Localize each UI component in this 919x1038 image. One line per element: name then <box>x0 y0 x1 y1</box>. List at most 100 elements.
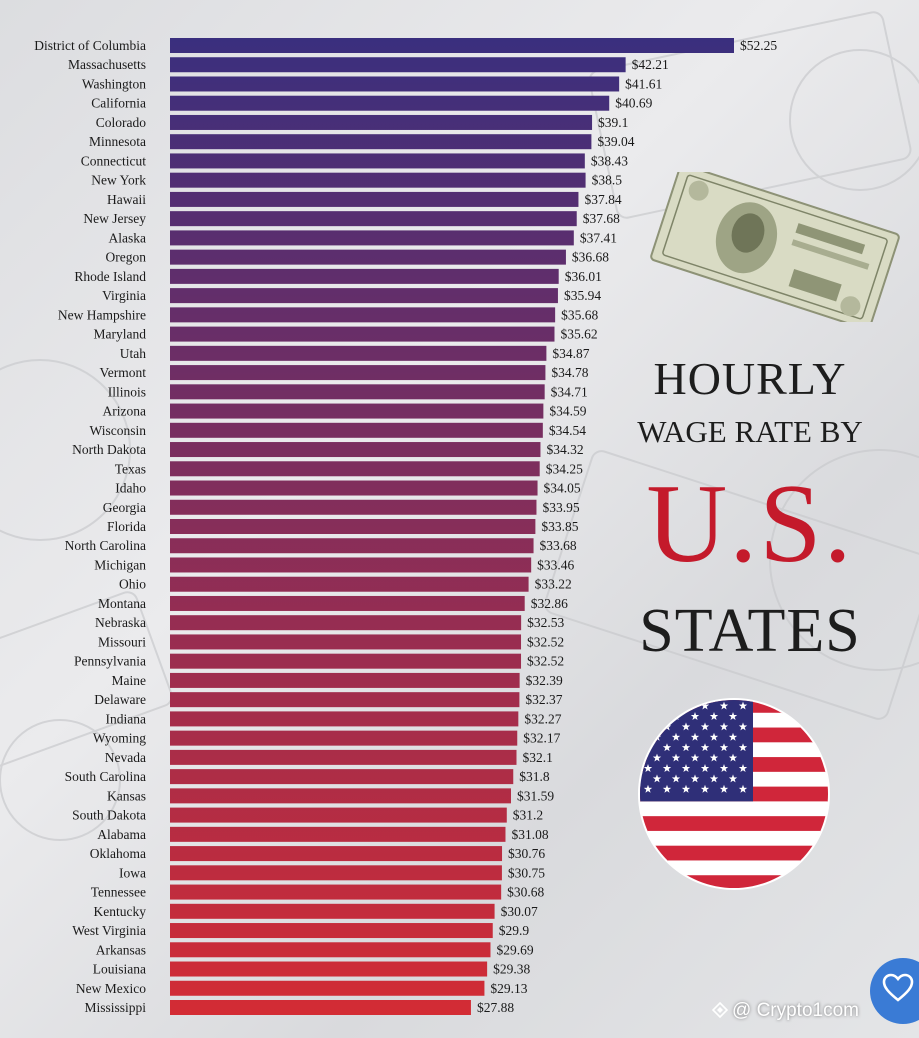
flag-star-16 <box>738 722 748 731</box>
bar-4 <box>170 114 593 130</box>
category-label-49: New Mexico <box>76 981 146 996</box>
hundred-dollar-bill-icon <box>650 172 900 322</box>
flag-star-47 <box>700 784 710 793</box>
bar-45 <box>170 903 495 919</box>
category-label-19: Arizona <box>103 404 146 419</box>
flag-star-3 <box>700 701 710 710</box>
flag-star-28 <box>652 753 662 762</box>
value-label-27: $33.46 <box>537 557 574 572</box>
category-label-42: Oklahoma <box>90 846 146 861</box>
value-label-13: $35.94 <box>564 288 601 303</box>
flag-star-4 <box>719 701 729 710</box>
flag-stripe-8 <box>640 816 828 832</box>
value-label-31: $32.52 <box>527 634 564 649</box>
flag-star-31 <box>709 753 719 762</box>
bar-16 <box>170 345 547 361</box>
bar-24 <box>170 499 537 515</box>
bar-1 <box>170 57 626 73</box>
flag-star-45 <box>662 784 672 793</box>
value-label-14: $35.68 <box>561 307 598 322</box>
value-label-28: $33.22 <box>535 577 572 592</box>
category-label-2: Washington <box>82 76 146 91</box>
flag-star-6 <box>652 712 662 720</box>
flag-star-33 <box>643 764 653 772</box>
bar-34 <box>170 692 520 708</box>
bar-41 <box>170 826 506 842</box>
category-label-3: California <box>91 96 146 111</box>
value-label-45: $30.07 <box>501 904 538 919</box>
value-label-32: $32.52 <box>527 654 564 669</box>
flag-star-13 <box>681 722 691 731</box>
bar-23 <box>170 480 538 496</box>
flag-star-1 <box>662 701 672 710</box>
flag-star-48 <box>719 784 729 793</box>
bar-12 <box>170 268 559 284</box>
flag-star-30 <box>690 753 700 762</box>
flag-star-40 <box>671 774 681 783</box>
bar-10 <box>170 230 574 246</box>
bar-50 <box>170 1000 471 1015</box>
bar-37 <box>170 749 517 765</box>
category-label-40: South Dakota <box>72 808 146 823</box>
flag-star-24 <box>681 743 691 752</box>
value-label-34: $32.37 <box>525 692 562 707</box>
category-label-30: Nebraska <box>95 615 146 630</box>
bar-7 <box>170 172 586 188</box>
flag-star-42 <box>709 774 719 783</box>
bar-47 <box>170 942 491 958</box>
bar-28 <box>170 576 529 592</box>
flag-star-5 <box>738 701 748 710</box>
value-label-43: $30.75 <box>508 865 545 880</box>
value-label-41: $31.08 <box>511 827 548 842</box>
bar-21 <box>170 442 541 458</box>
bar-29 <box>170 595 525 611</box>
value-label-9: $37.68 <box>583 211 620 226</box>
flag-star-39 <box>652 774 662 783</box>
value-label-4: $39.1 <box>598 115 628 130</box>
category-label-14: New Hampshire <box>58 307 146 322</box>
category-label-27: Michigan <box>94 557 146 572</box>
value-label-44: $30.68 <box>507 885 544 900</box>
bar-38 <box>170 769 514 785</box>
bar-49 <box>170 980 485 996</box>
category-label-10: Alaska <box>109 230 147 245</box>
value-label-26: $33.68 <box>540 538 577 553</box>
flag-star-43 <box>728 774 738 783</box>
bar-48 <box>170 961 488 977</box>
value-label-11: $36.68 <box>572 250 609 265</box>
flag-star-38 <box>738 764 748 772</box>
value-label-37: $32.1 <box>522 750 552 765</box>
value-label-3: $40.69 <box>615 96 652 111</box>
category-label-12: Rhode Island <box>74 269 146 284</box>
bar-8 <box>170 191 579 207</box>
flag-star-34 <box>662 764 672 772</box>
flag-star-37 <box>719 764 729 772</box>
value-label-24: $33.95 <box>542 500 579 515</box>
flag-star-9 <box>709 712 719 720</box>
bar-14 <box>170 307 556 323</box>
watermark-text: @ Crypto1com <box>732 1000 859 1021</box>
category-label-17: Vermont <box>100 365 147 380</box>
category-label-41: Alabama <box>97 827 146 842</box>
value-label-25: $33.85 <box>541 519 578 534</box>
bar-0 <box>170 38 734 53</box>
value-label-19: $34.59 <box>549 404 586 419</box>
bar-22 <box>170 461 540 477</box>
value-label-42: $30.76 <box>508 846 545 861</box>
flag-star-20 <box>709 732 719 741</box>
category-label-25: Florida <box>107 519 146 534</box>
diamond-logo-icon <box>712 1002 728 1018</box>
flag-star-36 <box>700 764 710 772</box>
value-label-8: $37.84 <box>584 192 621 207</box>
value-label-39: $31.59 <box>517 788 554 803</box>
value-label-49: $29.13 <box>490 981 527 996</box>
bar-27 <box>170 557 532 573</box>
value-label-6: $38.43 <box>591 153 628 168</box>
bar-32 <box>170 653 522 669</box>
bar-35 <box>170 711 519 727</box>
value-label-48: $29.38 <box>493 962 530 977</box>
value-label-33: $32.39 <box>526 673 563 688</box>
like-button[interactable] <box>870 958 919 1024</box>
